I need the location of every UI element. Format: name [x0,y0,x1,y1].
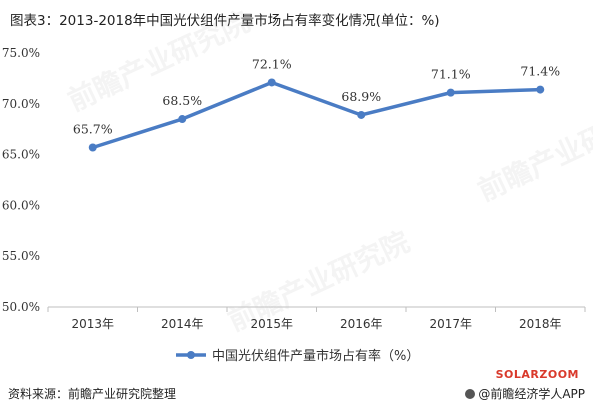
source-note: 资料来源：前瞻产业研究院整理 [8,387,177,401]
data-point [88,143,97,152]
y-tick-label: 50.0% [2,300,40,314]
title: 图表3：2013-2018年中国光伏组件产量市场占有率变化情况(单位：%) [10,13,440,29]
data-labels: 65.7% 68.5% 72.1% 68.9% 71.1% 71.4% [73,56,560,136]
credit-icon [465,389,476,399]
y-axis-ticks: 50.0% 55.0% 60.0% 65.0% 70.0% 75.0% [2,46,40,314]
credit-note: @前瞻经济学人APP [465,385,585,402]
legend-label: 中国光伏组件产量市场占有率（%） [212,348,419,364]
y-tick-label: 55.0% [2,249,40,263]
legend-marker [187,351,195,359]
y-tick-label: 65.0% [2,148,40,162]
data-points [88,78,545,152]
data-label: 71.1% [431,67,471,82]
y-tick-label: 70.0% [2,97,40,111]
x-tick-label: 2016年 [340,317,383,331]
brand-logo-text: SOLARZOOM [495,368,579,381]
data-label: 65.7% [73,121,113,136]
data-label: 68.9% [341,89,381,104]
data-label: 72.1% [252,56,292,71]
data-point [536,85,545,94]
x-tick-label: 2014年 [161,317,204,331]
data-label: 71.4% [520,64,560,79]
data-point [446,88,455,97]
credit-text: @前瞻经济学人APP [478,387,585,401]
data-point [178,115,187,124]
data-label: 68.5% [162,93,202,108]
y-tick-label: 75.0% [2,46,40,60]
x-axis-ticks: 2013年 2014年 2015年 2016年 2017年 2018年 [47,307,586,331]
x-tick-label: 2013年 [71,317,114,331]
legend: 中国光伏组件产量市场占有率（%） [176,348,419,364]
data-point [357,110,366,119]
y-tick-label: 60.0% [2,198,40,212]
x-tick-label: 2017年 [429,317,472,331]
x-tick-label: 2015年 [250,317,293,331]
x-tick-label: 2018年 [519,317,562,331]
data-point [267,78,276,87]
series-line [92,80,541,150]
